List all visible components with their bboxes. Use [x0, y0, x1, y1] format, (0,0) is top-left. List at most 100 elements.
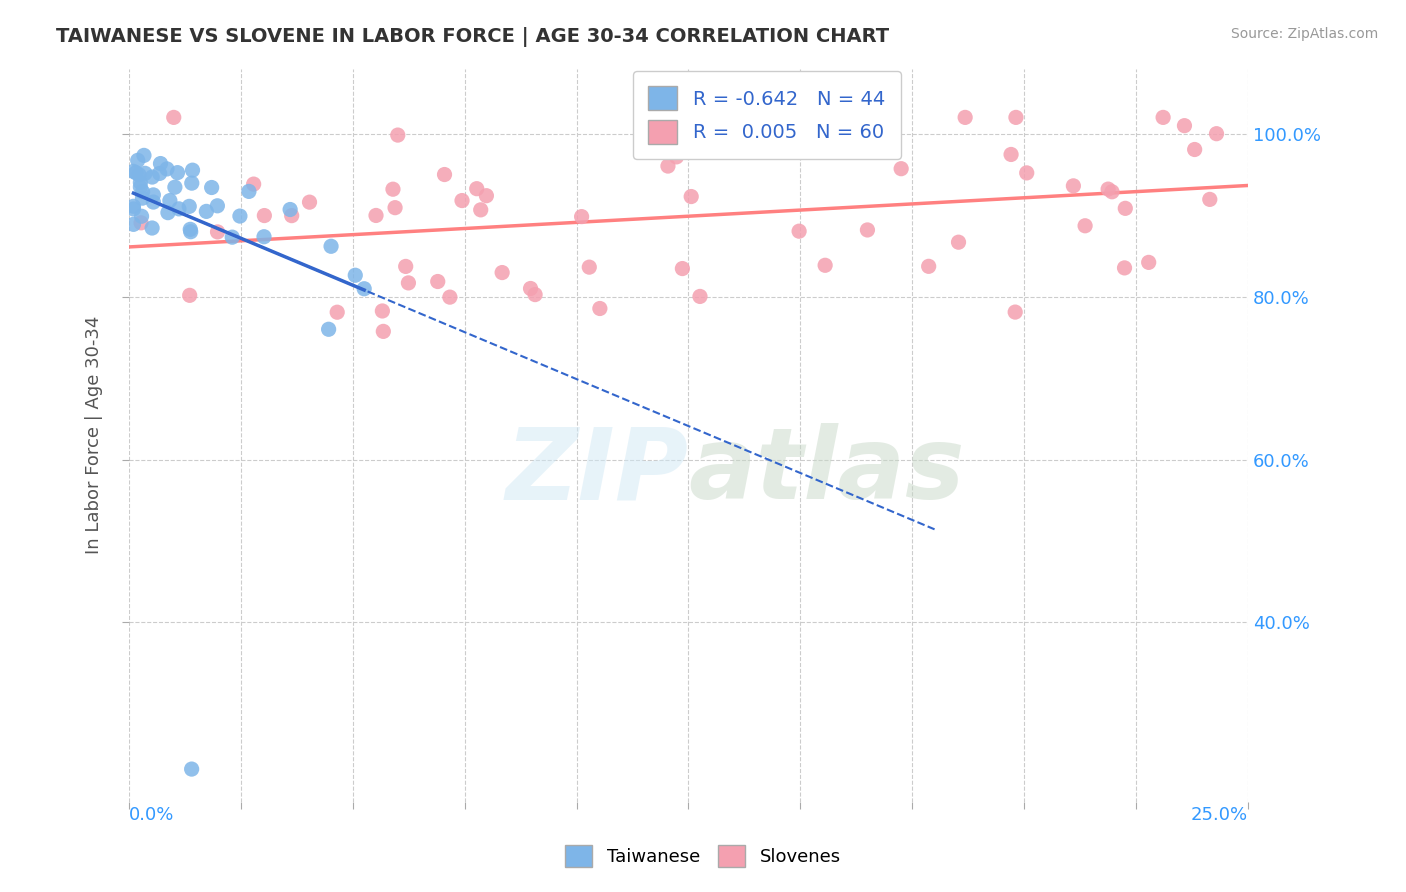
Point [856, 223, 879, 237]
Point [229, 209, 252, 223]
Point [179, 199, 201, 213]
Point [149, 156, 172, 170]
Point [671, 261, 693, 276]
Text: ZIP: ZIP [505, 423, 689, 520]
Text: TAIWANESE VS SLOVENE IN LABOR FORCE | AGE 30-34 CORRELATION CHART: TAIWANESE VS SLOVENE IN LABOR FORCE | AG… [56, 27, 890, 46]
Point [242, 177, 264, 191]
Point [142, 195, 165, 210]
Point [1173, 119, 1195, 133]
Point [181, 163, 204, 178]
Point [1205, 127, 1227, 141]
Text: 0.0%: 0.0% [129, 805, 174, 823]
Point [1000, 147, 1022, 161]
Text: atlas: atlas [689, 423, 965, 520]
Point [475, 188, 498, 202]
Point [689, 289, 711, 303]
Point [681, 189, 703, 203]
Point [253, 229, 276, 244]
Legend: R = -0.642   N = 44, R =  0.005   N = 60: R = -0.642 N = 44, R = 0.005 N = 60 [633, 70, 901, 159]
Point [129, 180, 152, 194]
Point [131, 185, 153, 199]
Point [221, 230, 243, 244]
Point [166, 166, 188, 180]
Point [1114, 202, 1136, 216]
Point [426, 275, 449, 289]
Point [167, 202, 190, 216]
Point [278, 202, 301, 217]
Point [787, 224, 810, 238]
Point [122, 202, 145, 216]
Point [381, 182, 404, 196]
Point [344, 268, 367, 283]
Point [134, 166, 156, 180]
Point [371, 304, 394, 318]
Point [524, 287, 547, 301]
Point [373, 325, 395, 339]
Point [1137, 255, 1160, 269]
Point [318, 322, 340, 336]
Point [132, 148, 155, 162]
Point [159, 194, 181, 208]
Point [280, 209, 302, 223]
Point [163, 180, 186, 194]
Point [163, 111, 186, 125]
Point [122, 199, 145, 213]
Point [1101, 185, 1123, 199]
Point [657, 159, 679, 173]
Point [180, 176, 202, 190]
Point [948, 235, 970, 250]
Point [238, 185, 260, 199]
Point [364, 209, 387, 223]
Point [319, 239, 342, 253]
Point [195, 204, 218, 219]
Point [711, 126, 734, 140]
Point [353, 282, 375, 296]
Point [1097, 182, 1119, 196]
Point [1005, 111, 1028, 125]
Point [589, 301, 612, 316]
Point [571, 210, 593, 224]
Point [465, 182, 488, 196]
Point [201, 180, 224, 194]
Point [127, 153, 149, 168]
Point [1184, 143, 1206, 157]
Point [131, 191, 153, 205]
Point [141, 169, 163, 184]
Point [141, 221, 163, 235]
Point [125, 166, 148, 180]
Point [665, 150, 688, 164]
Point [433, 168, 456, 182]
Point [491, 266, 513, 280]
Point [1114, 260, 1136, 275]
Point [1074, 219, 1097, 233]
Point [179, 288, 201, 302]
Point [384, 201, 406, 215]
Point [678, 111, 700, 125]
Point [142, 188, 165, 202]
Point [129, 176, 152, 190]
Point [1004, 305, 1026, 319]
Point [253, 209, 276, 223]
Y-axis label: In Labor Force | Age 30-34: In Labor Force | Age 30-34 [86, 316, 103, 554]
Point [207, 225, 229, 239]
Point [180, 762, 202, 776]
Point [122, 218, 145, 232]
Point [451, 194, 474, 208]
Point [470, 202, 492, 217]
Point [180, 225, 202, 239]
Point [519, 281, 541, 295]
Point [131, 209, 153, 223]
Point [179, 222, 201, 236]
Point [326, 305, 349, 319]
Text: Source: ZipAtlas.com: Source: ZipAtlas.com [1230, 27, 1378, 41]
Point [298, 195, 321, 210]
Point [953, 111, 976, 125]
Text: 25.0%: 25.0% [1191, 805, 1249, 823]
Point [156, 161, 179, 176]
Point [128, 168, 150, 182]
Legend: Taiwanese, Slovenes: Taiwanese, Slovenes [558, 838, 848, 874]
Point [439, 290, 461, 304]
Point [1198, 193, 1220, 207]
Point [1015, 166, 1038, 180]
Point [122, 164, 145, 178]
